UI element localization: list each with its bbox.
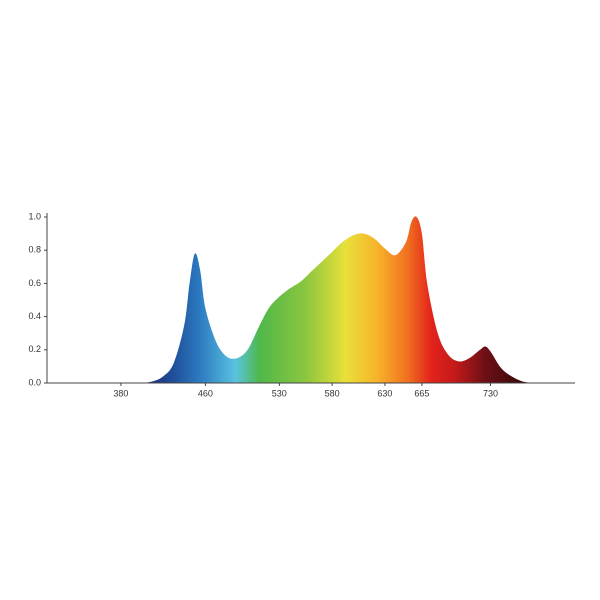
x-tick-label: 630 xyxy=(377,388,392,398)
x-tick-label: 665 xyxy=(414,388,429,398)
y-tick-label: 0.8 xyxy=(28,245,41,255)
y-tick-label: 0.6 xyxy=(28,278,41,288)
x-tick-label: 460 xyxy=(198,388,213,398)
y-tick-label: 0.2 xyxy=(28,344,41,354)
y-tick-label: 0.0 xyxy=(28,377,41,387)
y-tick-label: 0.4 xyxy=(28,311,41,321)
x-tick-label: 730 xyxy=(483,388,498,398)
x-tick-label: 380 xyxy=(113,388,128,398)
y-tick-label: 1.0 xyxy=(28,211,41,221)
spectrum-area xyxy=(142,216,533,383)
x-tick-label: 580 xyxy=(325,388,340,398)
x-tick-label: 530 xyxy=(272,388,287,398)
